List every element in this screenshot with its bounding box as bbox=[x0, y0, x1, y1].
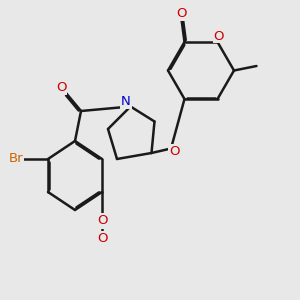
Text: O: O bbox=[214, 29, 224, 43]
Text: Br: Br bbox=[9, 152, 24, 166]
Text: O: O bbox=[97, 232, 107, 245]
Text: O: O bbox=[176, 7, 187, 20]
Text: O: O bbox=[97, 215, 107, 229]
Text: N: N bbox=[121, 95, 131, 109]
Text: O: O bbox=[56, 81, 67, 94]
Text: O: O bbox=[169, 145, 179, 158]
Text: O: O bbox=[97, 214, 107, 227]
